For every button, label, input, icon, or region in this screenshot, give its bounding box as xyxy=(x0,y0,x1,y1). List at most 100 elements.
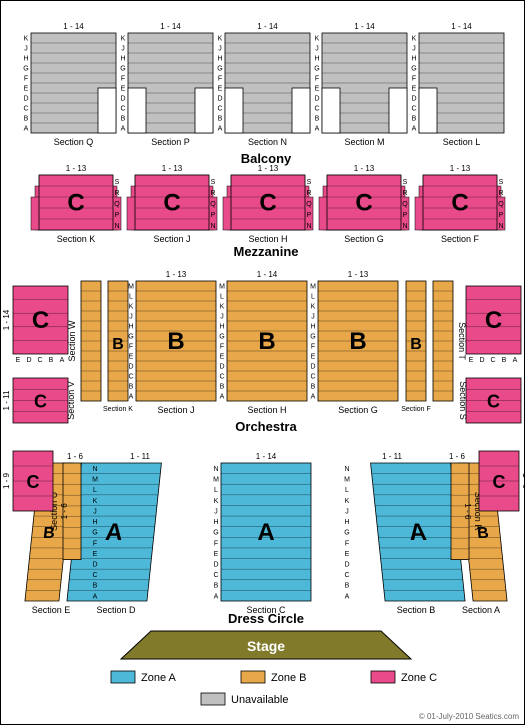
svg-text:S: S xyxy=(211,179,216,186)
svg-text:C: C xyxy=(314,106,319,113)
svg-text:Section L: Section L xyxy=(443,137,481,147)
svg-text:K: K xyxy=(412,36,417,43)
svg-text:1 - 13: 1 - 13 xyxy=(258,164,279,173)
svg-text:Section Q: Section Q xyxy=(54,137,94,147)
svg-text:E: E xyxy=(412,86,417,93)
svg-text:N: N xyxy=(210,223,215,230)
svg-text:F: F xyxy=(345,540,349,547)
svg-text:E: E xyxy=(93,551,98,558)
svg-text:H: H xyxy=(344,519,349,526)
svg-text:1 - 13: 1 - 13 xyxy=(354,164,375,173)
svg-text:R: R xyxy=(114,190,119,197)
svg-text:F: F xyxy=(93,540,97,547)
svg-text:B: B xyxy=(412,116,417,123)
svg-text:B: B xyxy=(214,583,219,590)
svg-text:E: E xyxy=(315,86,320,93)
svg-text:Section H: Section H xyxy=(248,234,287,244)
svg-text:B: B xyxy=(24,116,29,123)
svg-text:E: E xyxy=(214,551,219,558)
svg-text:B: B xyxy=(129,384,134,391)
svg-text:Q: Q xyxy=(210,201,216,208)
svg-text:D: D xyxy=(219,364,224,371)
svg-text:E: E xyxy=(121,86,126,93)
svg-text:E: E xyxy=(469,357,474,364)
svg-text:Section M: Section M xyxy=(344,137,384,147)
svg-text:C: C xyxy=(493,472,506,492)
svg-text:B: B xyxy=(220,384,225,391)
svg-text:K: K xyxy=(129,304,134,311)
svg-text:P: P xyxy=(211,212,216,219)
svg-text:B: B xyxy=(349,328,366,355)
svg-text:J: J xyxy=(93,508,97,515)
svg-text:1 - 11: 1 - 11 xyxy=(2,390,11,410)
svg-text:H: H xyxy=(128,324,133,331)
svg-text:J: J xyxy=(129,314,133,321)
svg-text:G: G xyxy=(411,66,416,73)
svg-text:J: J xyxy=(24,46,28,53)
svg-text:F: F xyxy=(214,540,218,547)
svg-text:B: B xyxy=(315,116,320,123)
svg-text:K: K xyxy=(311,304,316,311)
svg-text:C: C xyxy=(411,106,416,113)
svg-text:C: C xyxy=(487,392,500,412)
svg-text:N: N xyxy=(213,466,218,473)
svg-text:H: H xyxy=(23,56,28,63)
svg-text:C: C xyxy=(163,190,180,217)
svg-text:A: A xyxy=(220,394,225,401)
svg-text:© 01-July-2010 Seatics.com: © 01-July-2010 Seatics.com xyxy=(419,712,519,721)
svg-text:M: M xyxy=(128,284,134,291)
svg-text:M: M xyxy=(92,477,98,484)
svg-text:C: C xyxy=(92,572,97,579)
svg-text:Section P: Section P xyxy=(151,137,190,147)
svg-text:M: M xyxy=(213,477,219,484)
svg-text:Section B: Section B xyxy=(397,605,436,615)
svg-text:K: K xyxy=(24,36,29,43)
svg-text:A: A xyxy=(93,593,98,600)
svg-text:B: B xyxy=(112,336,124,353)
svg-text:G: G xyxy=(92,530,97,537)
svg-text:H: H xyxy=(219,324,224,331)
svg-text:G: G xyxy=(314,66,319,73)
svg-text:C: C xyxy=(217,106,222,113)
svg-text:1 - 9: 1 - 9 xyxy=(2,472,11,489)
svg-text:C: C xyxy=(67,190,84,217)
svg-text:K: K xyxy=(315,36,320,43)
svg-text:1 - 6: 1 - 6 xyxy=(449,452,466,461)
svg-text:1 - 9: 1 - 9 xyxy=(521,473,525,490)
svg-text:D: D xyxy=(310,364,315,371)
svg-text:1 - 13: 1 - 13 xyxy=(166,270,187,279)
svg-text:1 - 13: 1 - 13 xyxy=(450,164,471,173)
svg-text:L: L xyxy=(214,487,218,494)
svg-text:B: B xyxy=(410,336,422,353)
svg-text:S: S xyxy=(499,179,504,186)
svg-text:B: B xyxy=(49,357,54,364)
svg-text:J: J xyxy=(220,314,224,321)
svg-text:C: C xyxy=(490,357,495,364)
svg-text:L: L xyxy=(220,294,224,301)
svg-text:R: R xyxy=(306,190,311,197)
svg-text:J: J xyxy=(315,46,319,53)
svg-text:C: C xyxy=(120,106,125,113)
svg-text:J: J xyxy=(345,508,349,515)
svg-text:A: A xyxy=(412,126,417,133)
svg-text:Dress Circle: Dress Circle xyxy=(228,611,304,626)
svg-text:C: C xyxy=(310,374,315,381)
svg-text:D: D xyxy=(23,96,28,103)
svg-text:G: G xyxy=(128,334,133,341)
svg-text:H: H xyxy=(411,56,416,63)
svg-text:C: C xyxy=(485,307,502,334)
svg-text:J: J xyxy=(121,46,125,53)
svg-text:D: D xyxy=(217,96,222,103)
svg-text:E: E xyxy=(311,354,316,361)
svg-text:F: F xyxy=(315,76,319,83)
svg-text:C: C xyxy=(219,374,224,381)
svg-text:L: L xyxy=(311,294,315,301)
svg-text:G: G xyxy=(219,334,224,341)
svg-text:L: L xyxy=(93,487,97,494)
svg-text:D: D xyxy=(128,364,133,371)
svg-text:1 - 14: 1 - 14 xyxy=(257,22,278,31)
svg-text:S: S xyxy=(115,179,120,186)
seating-chart-container: 1 - 14Section QABCDEFGHJK1 - 14Section P… xyxy=(0,0,525,725)
svg-text:J: J xyxy=(311,314,315,321)
svg-text:1 - 13: 1 - 13 xyxy=(162,164,183,173)
